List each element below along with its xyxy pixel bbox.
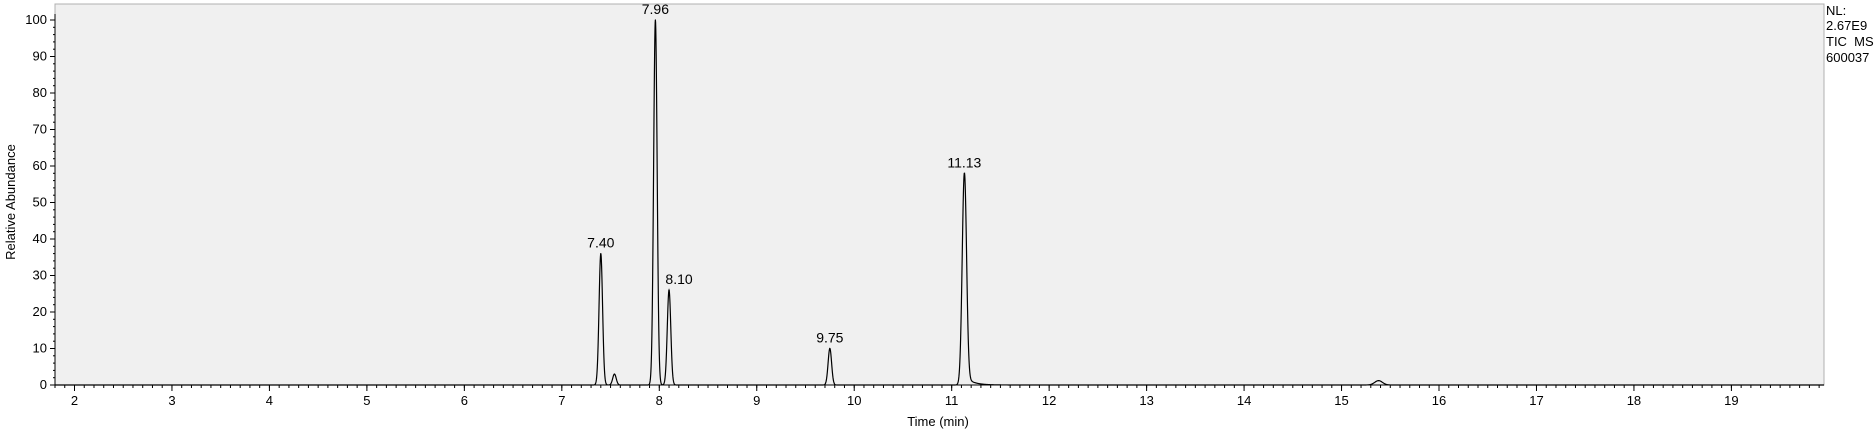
peak-point	[668, 289, 670, 291]
x-tick-label: 18	[1627, 393, 1641, 408]
x-tick-label: 11	[945, 393, 959, 408]
x-tick-label: 7	[558, 393, 565, 408]
y-tick-label: 100	[25, 12, 47, 27]
x-tick-label: 8	[656, 393, 663, 408]
y-tick-label: 70	[33, 122, 47, 137]
peak-point	[963, 172, 965, 174]
info-line-4: 600037	[1826, 50, 1869, 65]
plot-area	[54, 3, 1825, 386]
x-tick-label: 2	[71, 393, 78, 408]
x-tick-label: 13	[1139, 393, 1153, 408]
x-tick-label: 17	[1529, 393, 1543, 408]
x-tick-label: 6	[461, 393, 468, 408]
x-tick-label: 4	[266, 393, 273, 408]
y-tick-label: 30	[33, 268, 47, 283]
info-line-1: NL:	[1826, 3, 1846, 18]
y-tick-label: 40	[33, 231, 47, 246]
x-axis-title: Time (min)	[907, 414, 969, 429]
y-tick-label: 50	[33, 195, 47, 210]
y-tick-label: 20	[33, 304, 47, 319]
peak-point	[829, 347, 831, 350]
x-tick-label: 10	[847, 393, 861, 408]
peak-point	[613, 373, 616, 375]
x-tick-label: 16	[1432, 393, 1446, 408]
y-tick-label: 80	[33, 85, 47, 100]
y-tick-label: 60	[33, 158, 47, 173]
x-tick-label: 12	[1042, 393, 1056, 408]
x-tick-label: 5	[363, 393, 370, 408]
peak-label: 9.75	[816, 330, 843, 346]
peak-label: 7.40	[587, 235, 614, 251]
info-line-2: 2.67E9	[1826, 18, 1867, 33]
x-tick-label: 14	[1237, 393, 1251, 408]
peak-point	[1377, 380, 1380, 382]
y-tick-label: 90	[33, 49, 47, 64]
info-line-3: TIC MS	[1826, 34, 1874, 49]
y-tick-label: 10	[33, 341, 47, 356]
peak-point	[654, 19, 656, 21]
peak-point	[600, 253, 602, 255]
peak-label: 7.96	[642, 1, 669, 17]
x-tick-label: 19	[1724, 393, 1738, 408]
x-tick-label: 15	[1334, 393, 1348, 408]
x-tick-label: 3	[168, 393, 175, 408]
x-tick-label: 9	[753, 393, 760, 408]
peak-label: 8.10	[665, 271, 692, 287]
y-axis-title: Relative Abundance	[3, 144, 18, 260]
peak-label: 11.13	[947, 154, 981, 170]
y-tick-label: 0	[40, 377, 47, 392]
